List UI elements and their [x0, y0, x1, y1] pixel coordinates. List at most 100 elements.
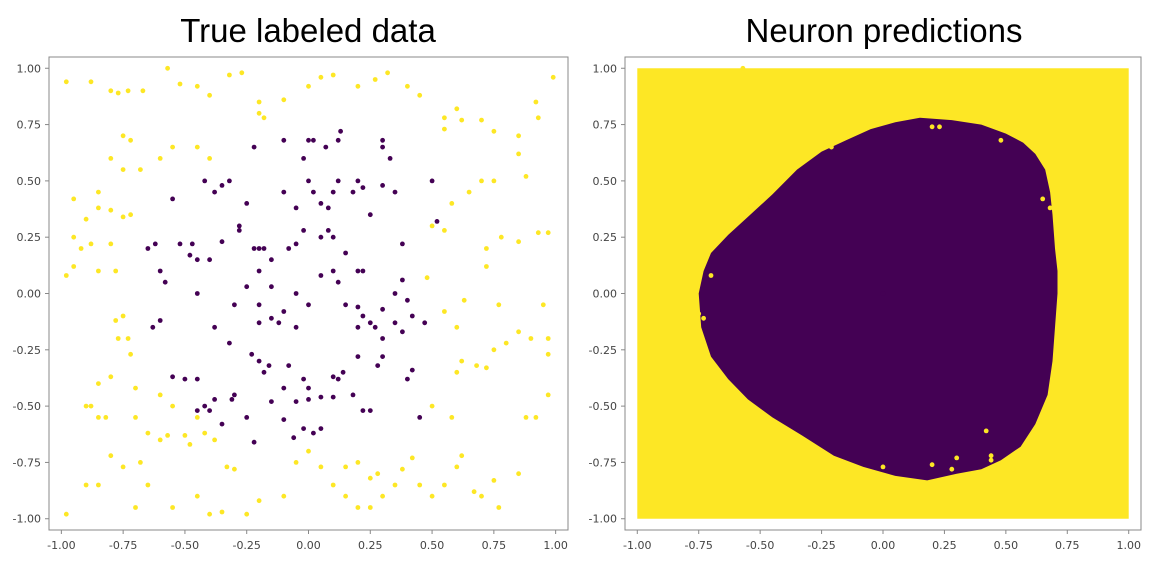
point-left-s1-127 [545, 336, 551, 341]
point-left-s1-115 [545, 392, 551, 398]
point-left-s0-131 [306, 178, 311, 184]
point-left-s0-129 [367, 212, 373, 218]
point-left-s1-69 [103, 415, 109, 420]
point-left-s1-1 [88, 79, 94, 85]
x-tick-label-left-4: 0.00 [296, 539, 321, 552]
point-left-s1-47 [96, 205, 101, 211]
point-left-s1-4 [125, 88, 131, 94]
plot-left: -1.00 -0.75 -0.50 -0.25 0.00 0.25 0.50 0.75 1.00… [13, 56, 569, 552]
x-tick-label-right-3: -0.25 [807, 539, 835, 552]
point-left-s0-116 [380, 144, 385, 150]
point-left-s1-128 [545, 351, 551, 357]
point-left-s1-43 [194, 144, 200, 150]
point-left-s0-60 [392, 291, 398, 296]
point-left-s0-76 [261, 246, 267, 251]
point-left-s0-32 [318, 394, 324, 400]
prediction-region-right [698, 117, 1058, 481]
point-left-s0-133 [335, 178, 341, 184]
point-left-s0-75 [269, 257, 274, 263]
point-left-s1-124 [516, 329, 521, 335]
point-left-s0-119 [219, 183, 225, 188]
point-left-s1-150 [306, 448, 311, 454]
point-left-s0-127 [392, 189, 398, 195]
point-left-s0-84 [207, 257, 213, 263]
point-left-s1-153 [256, 498, 262, 504]
point-left-s1-58 [63, 273, 69, 278]
point-left-s1-62 [115, 336, 121, 341]
x-tick-label-left-1: -0.75 [109, 539, 137, 552]
point-left-s0-122 [189, 241, 195, 247]
point-left-s1-63 [125, 336, 131, 341]
point-right-s0-11 [983, 428, 989, 434]
point-left-s1-19 [355, 83, 361, 89]
point-left-s0-98 [318, 273, 324, 278]
point-left-s0-69 [318, 201, 324, 206]
point-left-s1-154 [343, 493, 348, 499]
point-left-s1-138 [498, 234, 504, 240]
point-left-s1-66 [96, 381, 101, 386]
point-left-s0-1 [177, 241, 183, 247]
point-left-s1-91 [63, 511, 69, 517]
point-left-s0-71 [301, 228, 306, 233]
point-left-s1-132 [442, 228, 447, 233]
point-left-s0-59 [380, 306, 385, 312]
point-left-s0-106 [311, 137, 316, 143]
point-left-s1-89 [96, 482, 101, 488]
point-left-s0-82 [227, 178, 232, 184]
point-left-s1-82 [244, 511, 250, 517]
point-left-s0-8 [182, 376, 188, 382]
point-left-s1-68 [88, 403, 94, 409]
point-left-s0-39 [330, 374, 336, 380]
point-left-s0-13 [212, 397, 218, 402]
point-right-s0-13 [929, 462, 935, 468]
point-left-s0-78 [256, 268, 262, 274]
point-left-s1-135 [466, 189, 472, 195]
point-left-s1-81 [232, 466, 237, 472]
y-tick-label-right-5: -0.25 [589, 344, 617, 357]
y-tick-label-left-6: -0.50 [13, 400, 41, 413]
point-left-s1-157 [145, 430, 151, 436]
x-tick-label-right-8: 1.00 [1116, 539, 1141, 552]
point-left-s0-55 [405, 376, 410, 382]
point-left-s0-113 [360, 185, 366, 191]
y-tick-label-right-7: -0.75 [589, 456, 617, 469]
point-left-s1-119 [459, 358, 465, 364]
point-left-s1-98 [375, 471, 381, 477]
point-left-s0-91 [244, 284, 250, 290]
point-left-s0-108 [301, 156, 306, 161]
point-left-s0-5 [150, 324, 156, 330]
point-left-s1-121 [484, 365, 489, 371]
x-tick-label-right-1: -0.75 [684, 539, 712, 552]
point-left-s0-54 [422, 320, 428, 326]
point-left-s0-94 [281, 309, 287, 314]
point-left-s1-99 [380, 493, 385, 499]
point-left-s0-79 [251, 246, 257, 251]
point-left-s1-93 [120, 464, 126, 470]
point-left-s0-34 [301, 426, 306, 431]
point-left-s1-103 [417, 482, 423, 488]
point-right-s0-4 [747, 194, 753, 200]
point-left-s1-78 [202, 430, 208, 436]
point-left-s0-27 [286, 363, 292, 368]
point-left-s1-45 [71, 196, 77, 202]
point-left-s1-90 [83, 482, 89, 488]
point-left-s1-53 [78, 246, 84, 251]
x-tick-label-right-4: 0.00 [871, 539, 896, 552]
point-left-s1-112 [516, 471, 521, 477]
point-left-s1-3 [115, 90, 121, 96]
point-left-s0-70 [325, 205, 331, 211]
point-left-s1-94 [330, 482, 336, 488]
point-left-s0-85 [194, 257, 200, 263]
point-left-s1-54 [88, 241, 94, 247]
point-left-s0-38 [306, 385, 311, 391]
point-left-s0-72 [293, 241, 299, 247]
point-left-s1-108 [471, 489, 477, 495]
point-left-s1-21 [385, 70, 390, 76]
point-left-s0-51 [355, 304, 361, 310]
point-left-s1-15 [281, 97, 287, 103]
point-left-s0-61 [405, 297, 410, 303]
point-left-s1-0 [63, 79, 69, 85]
point-left-s1-29 [491, 128, 497, 134]
point-left-s1-5 [140, 88, 146, 94]
point-left-s1-72 [157, 437, 163, 443]
